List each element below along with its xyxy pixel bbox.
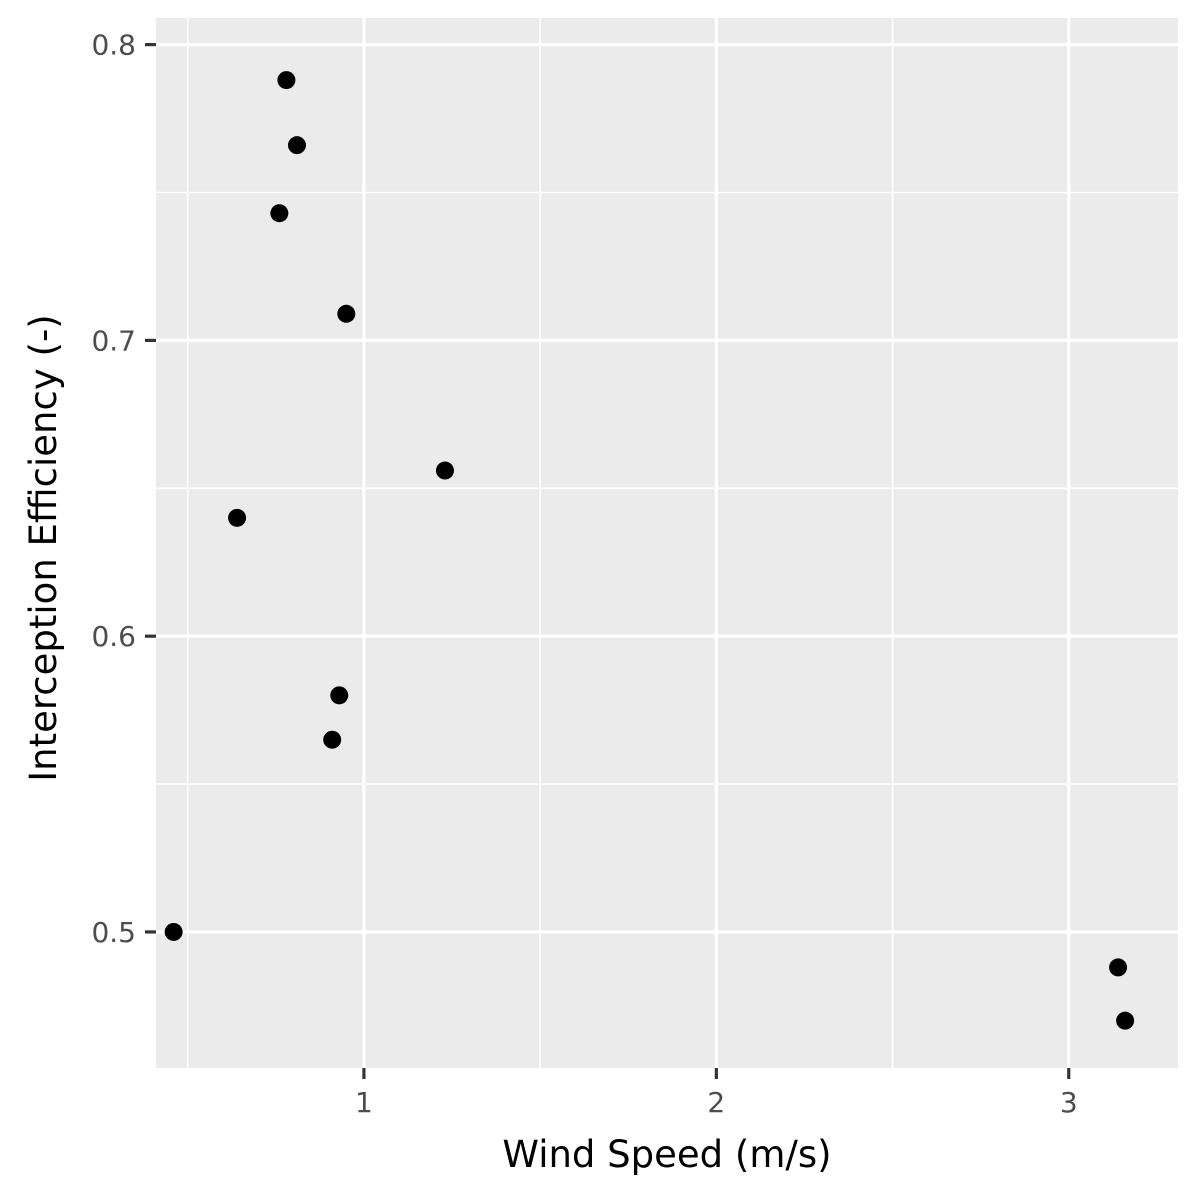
plot-panel — [156, 18, 1178, 1068]
data-point — [435, 461, 454, 480]
data-point — [1116, 1011, 1135, 1030]
data-point — [270, 204, 289, 223]
x-axis: 1 2 3 — [355, 1068, 1078, 1119]
data-point — [287, 136, 306, 155]
data-points — [164, 71, 1135, 1030]
y-axis: 0.5 0.6 0.7 0.8 — [91, 29, 156, 949]
major-gridlines — [156, 18, 1178, 1068]
x-axis-title: Wind Speed (m/s) — [502, 1133, 831, 1176]
data-point — [164, 922, 183, 941]
y-tick-label: 0.7 — [91, 324, 136, 357]
data-point — [1109, 958, 1128, 977]
data-point — [228, 508, 247, 527]
data-point — [323, 730, 342, 749]
data-point — [330, 686, 349, 705]
y-tick-label: 0.5 — [91, 916, 136, 949]
data-point — [337, 304, 356, 323]
y-tick-label: 0.8 — [91, 29, 136, 62]
y-tick-label: 0.6 — [91, 620, 136, 653]
minor-gridlines — [156, 18, 1178, 1068]
x-tick-label: 2 — [707, 1086, 725, 1119]
data-point — [277, 71, 296, 90]
x-tick-label: 3 — [1060, 1086, 1078, 1119]
x-tick-label: 1 — [355, 1086, 373, 1119]
y-axis-title: Interception Efficiency (-) — [22, 314, 65, 781]
